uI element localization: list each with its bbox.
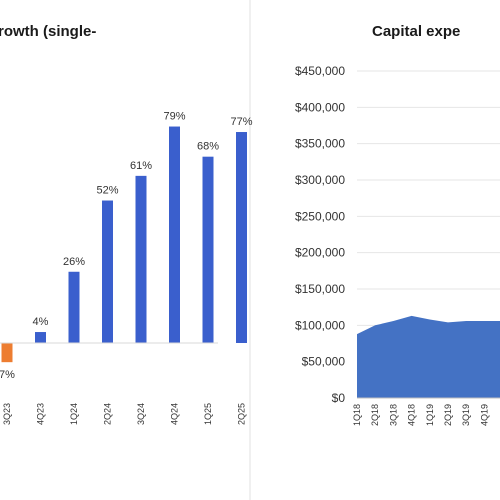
x-tick-1Q19: 1Q19 xyxy=(425,404,435,426)
data-label-3Q23: 7% xyxy=(0,369,15,381)
x-tick-3Q18: 3Q18 xyxy=(388,404,398,426)
bar-4Q24 xyxy=(169,126,180,343)
right-chart-title: Capital expe xyxy=(372,23,460,40)
y-tick-0: $0 xyxy=(332,391,346,405)
y-tick-6: $300,000 xyxy=(295,173,345,187)
bar-2Q25 xyxy=(236,132,247,343)
bar-3Q23 xyxy=(1,343,13,363)
left-x-tick-labels: 3Q23 4Q23 1Q24 2Q24 3Q24 4Q24 1Q25 2Q25 xyxy=(2,403,247,425)
data-label-1Q25: 68% xyxy=(197,141,219,153)
data-label-3Q24: 61% xyxy=(130,160,152,172)
left-chart: rowth (single- 7% 4% 26% 52% 61% 79% 68% 77% 3Q… xyxy=(0,23,253,425)
x-tick-4Q19: 4Q19 xyxy=(479,404,489,426)
bar-2Q24 xyxy=(102,200,113,343)
bar-4Q23 xyxy=(35,332,46,343)
x-tick-3Q19: 3Q19 xyxy=(461,404,471,426)
left-data-labels: 7% 4% 26% 52% 61% 79% 68% 77% xyxy=(0,111,253,382)
y-tick-8: $400,000 xyxy=(295,100,345,114)
x-tick-2Q24: 2Q24 xyxy=(103,403,113,425)
data-label-2Q25: 77% xyxy=(230,116,252,128)
y-tick-7: $350,000 xyxy=(295,137,345,151)
bar-1Q25 xyxy=(202,156,214,343)
data-label-1Q24: 26% xyxy=(63,256,85,268)
x-tick-1Q24: 1Q24 xyxy=(69,403,79,425)
capex-area-series xyxy=(357,315,500,398)
x-tick-3Q23: 3Q23 xyxy=(2,403,12,425)
y-tick-1: $50,000 xyxy=(302,355,346,369)
y-tick-2: $100,000 xyxy=(295,318,345,332)
right-gridlines xyxy=(357,70,500,363)
y-tick-5: $250,000 xyxy=(295,209,345,223)
y-tick-3: $150,000 xyxy=(295,282,345,296)
x-tick-2Q18: 2Q18 xyxy=(370,404,380,426)
data-label-2Q24: 52% xyxy=(96,185,118,197)
right-x-tick-labels: 1Q18 2Q18 3Q18 4Q18 1Q19 2Q19 3Q19 4Q19 xyxy=(352,404,489,426)
y-tick-9: $450,000 xyxy=(295,64,345,78)
x-tick-2Q25: 2Q25 xyxy=(237,403,247,425)
left-chart-title: rowth (single- xyxy=(0,23,96,40)
x-tick-2Q19: 2Q19 xyxy=(443,404,453,426)
left-bars xyxy=(1,126,247,363)
right-y-tick-labels: $0 $50,000 $100,000 $150,000 $200,000 $250,00… xyxy=(295,64,345,405)
y-tick-4: $200,000 xyxy=(295,246,345,260)
x-tick-1Q18: 1Q18 xyxy=(352,404,362,426)
right-chart: Capital expe $0 $50,000 $100,000 $150,000 $2… xyxy=(295,23,500,426)
data-label-4Q24: 79% xyxy=(163,111,185,123)
bar-3Q24 xyxy=(135,175,147,343)
x-tick-3Q24: 3Q24 xyxy=(136,403,146,425)
x-tick-4Q23: 4Q23 xyxy=(36,403,46,425)
bar-1Q24 xyxy=(68,271,80,343)
x-tick-4Q24: 4Q24 xyxy=(170,403,180,425)
x-tick-4Q18: 4Q18 xyxy=(407,404,417,426)
data-label-4Q23: 4% xyxy=(33,316,49,328)
x-tick-1Q25: 1Q25 xyxy=(203,403,213,425)
